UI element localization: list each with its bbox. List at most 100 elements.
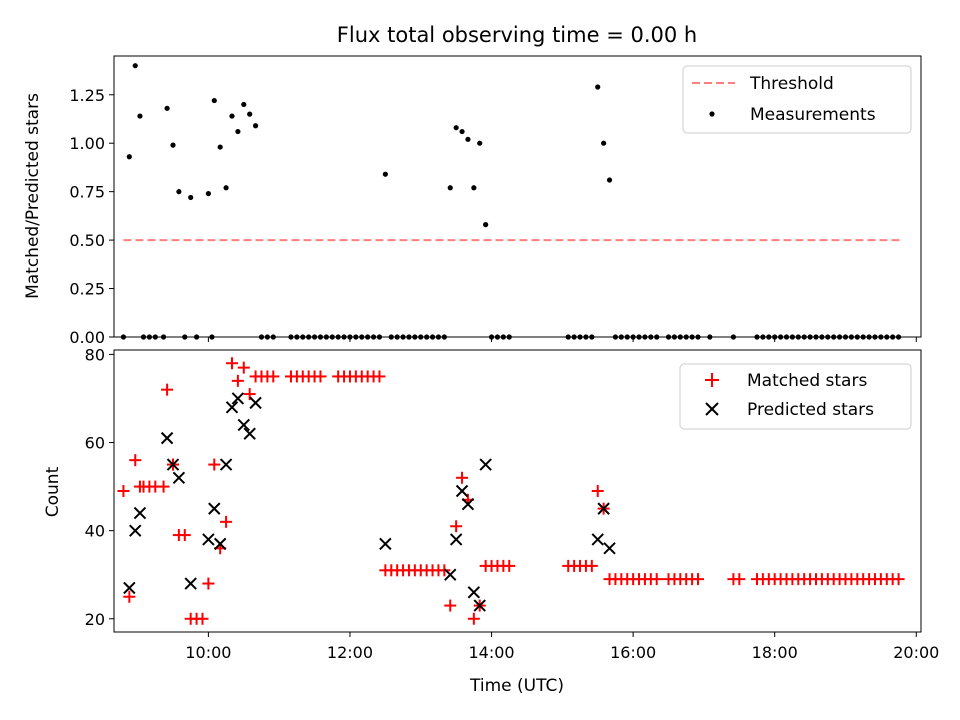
predicted-star-point [231,392,245,405]
ratio-ytick-label: 0.75 [69,183,105,202]
count-panel-frame [113,349,922,633]
matched-star-point [157,480,170,493]
measurement-point [382,171,388,177]
matched-star-point [208,458,221,471]
predicted-star-point [202,533,215,546]
predicted-star-point [184,577,197,590]
xtick-label: 14:00 [468,643,514,662]
ratio-legend-box [682,65,912,134]
predicted-star-point [237,418,250,432]
predicted-star-point [603,542,616,555]
predicted-star-point [379,537,392,551]
matched-star-point [202,577,215,590]
threshold-legend-label: Threshold [749,74,834,94]
predicted-star-point [461,498,475,511]
matched-star-point [733,573,746,586]
predicted-star-point [591,533,604,546]
predicted-star-point [219,458,233,471]
matched-star-point [237,361,250,374]
predicted-star-point [467,586,481,599]
xtick-label: 16:00 [610,643,656,662]
count-ytick-label: 80 [85,345,105,364]
predicted-star-point [133,506,147,520]
matched-star-point [450,520,463,533]
predicted-star-point [243,427,256,440]
measurement-point [471,185,477,191]
xtick-label: 10:00 [185,643,231,662]
ratio-ytick-label: 0.50 [69,231,105,250]
predicted-star-point [208,502,221,515]
matched-star-point [444,599,457,612]
predicted-star-point [444,568,457,581]
matched-star-point [892,573,905,586]
measurement-point [137,113,143,119]
predicted-star-point [479,458,492,471]
predicted-star-point [166,458,180,471]
ratio-y-axis-label: Matched/Predicted stars [23,93,43,299]
measurement-point [459,128,465,135]
predicted-star-point [160,431,174,445]
predicted-star-point [249,396,262,410]
measurement-point [252,123,259,129]
ratio-panel: 0.00 0.25 0.50 0.75 1.00 1.25 Matched/Predict… [23,55,922,347]
matched-star-point [178,529,191,542]
measurement-point [188,194,194,201]
ratio-ytick-label: 0.25 [69,280,105,299]
matched-star-point [373,370,386,383]
measurement-point [211,97,217,104]
measurement-point [126,154,132,160]
matched-star-point [591,485,604,497]
matched-star-point [117,485,130,497]
count-legend: Matched stars Predicted stars [679,363,912,430]
measurement-point [164,105,170,111]
ratio-ytick-label: 0.00 [69,328,105,347]
measurements-legend-label: Measurements [750,105,876,125]
measurement-point [606,177,613,183]
matched-star-point [650,573,663,586]
matched-star-point [438,564,451,577]
measurement-point [176,189,182,195]
count-y-axis-label: Count [43,466,63,517]
predicted-legend-label: Predicted stars [747,400,874,420]
count-ytick-label: 60 [85,434,105,453]
count-ytick-label: 40 [85,522,105,541]
matched-star-point [231,374,244,387]
ratio-panel-frame [113,55,922,338]
predicted-star-point [129,524,142,537]
predicted-legend-swatch [705,402,719,416]
matched-star-point [692,573,705,586]
matched-star-point [467,612,480,625]
matched-star-point [196,612,209,625]
predicted-star-point [473,599,486,612]
predicted-star-point [123,581,136,595]
x-axis-label: Time (UTC) [469,676,564,696]
xtick-label: 18:00 [752,643,798,662]
matched-star-point [456,471,469,484]
matched-star-point [503,559,516,572]
measurement-point [241,101,247,108]
measurement-point [447,185,453,191]
count-ytick-label: 20 [85,610,105,629]
matched-star-point [220,515,233,528]
matched-star-point [267,370,280,383]
matched-star-point [314,370,327,383]
ratio-ytick-label: 1.00 [69,134,105,153]
matched-star-point [161,383,174,396]
matched-star-point [123,590,136,603]
matched-star-point [585,559,598,572]
measurement-point [601,140,607,146]
matched-star-point [225,357,238,370]
predicted-star-point [455,484,469,498]
xtick-label: 20:00 [893,643,939,662]
measurement-point [229,113,235,119]
count-legend-box [679,363,912,430]
chart-title: Flux total observing time = 0.00 h [337,23,697,47]
predicted-star-point [213,537,227,551]
ratio-legend: Threshold Measurements [682,65,912,134]
matched-star-point [129,454,142,467]
measurement-point [483,222,489,228]
matched-legend-label: Matched stars [747,371,867,391]
predicted-star-point [597,502,610,515]
